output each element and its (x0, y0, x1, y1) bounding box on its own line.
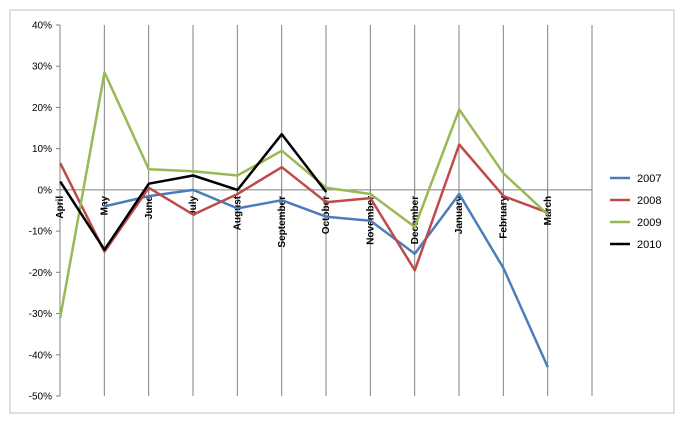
chart-border (9, 9, 675, 414)
series-line-2007 (104, 188, 549, 368)
x-tick-label: February (499, 195, 510, 238)
y-tick-label: 10% (32, 144, 52, 155)
y-tick-label: -50% (29, 392, 52, 403)
x-tick-label: December (410, 196, 421, 244)
legend-label-2010: 2010 (637, 239, 661, 251)
x-tick-label: January (454, 195, 465, 234)
x-tick-label: October (321, 196, 332, 234)
y-tick-label: 20% (32, 103, 52, 114)
x-tick-label: April (55, 196, 66, 219)
y-tick-label: -20% (29, 268, 52, 279)
y-tick-label: -10% (29, 227, 52, 238)
x-tick-label: March (543, 196, 554, 225)
legend-label-2007: 2007 (637, 173, 661, 185)
legend-label-2009: 2009 (637, 217, 661, 229)
x-tick-label: July (188, 195, 199, 215)
y-tick-label: 30% (32, 62, 52, 73)
series-line-2009 (58, 71, 549, 318)
y-tick-label: -30% (29, 309, 52, 320)
y-tick-label: -40% (29, 350, 52, 361)
x-tick-label: June (144, 195, 155, 219)
series-line-2008 (59, 143, 549, 272)
y-tick-label: 0% (38, 185, 53, 196)
legend-label-2008: 2008 (637, 195, 661, 207)
x-tick-label: September (277, 196, 288, 248)
x-tick-label: August (233, 195, 244, 230)
y-tick-label: 40% (32, 21, 52, 32)
series-line-2010 (59, 132, 328, 251)
